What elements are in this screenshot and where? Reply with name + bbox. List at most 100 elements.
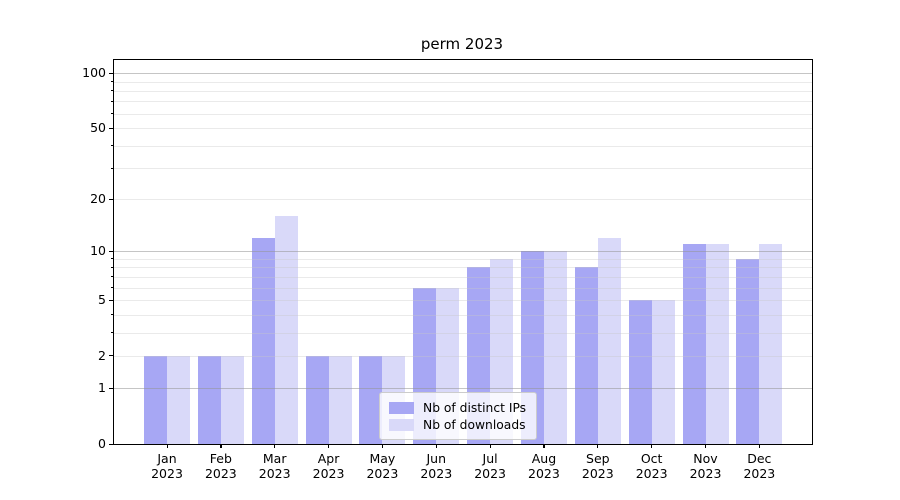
y-tick-label: 50 (90, 120, 106, 136)
gridline-minor (114, 90, 812, 92)
x-tick-mark (651, 444, 653, 448)
gridline-minor (114, 113, 812, 115)
x-tick-month: Mar (262, 451, 287, 466)
x-tick-month: Aug (531, 451, 557, 466)
x-tick-month: Jul (482, 451, 498, 466)
x-tick-label: Nov 2023 (674, 451, 738, 481)
y-minor-tick-mark (111, 266, 114, 268)
x-tick-mark (274, 444, 276, 448)
y-minor-tick-mark (111, 100, 114, 102)
gridline-major (114, 251, 812, 253)
y-minor-tick-mark (111, 355, 114, 357)
x-tick-month: Jan (157, 451, 177, 466)
gridline-minor (114, 332, 812, 334)
x-tick-month: Apr (317, 451, 340, 466)
y-minor-tick-mark (111, 81, 114, 83)
y-minor-tick-mark (111, 258, 114, 260)
bar-downloads (597, 237, 621, 444)
bar-distinct-ips (144, 355, 167, 444)
gridline-minor (114, 128, 812, 130)
gridline-minor (114, 199, 812, 201)
y-tick-label: 20 (90, 191, 106, 207)
legend-swatch-distinct-ips (389, 401, 414, 414)
y-minor-tick-mark (111, 145, 114, 147)
y-minor-tick-mark (111, 299, 114, 301)
x-tick-label: Dec 2023 (727, 451, 791, 481)
y-minor-tick-mark (111, 332, 114, 334)
y-minor-tick-mark (111, 113, 114, 115)
bar-distinct-ips (628, 300, 652, 444)
y-minor-tick-mark (111, 276, 114, 278)
bar-downloads (759, 244, 783, 444)
gridline-minor (114, 355, 812, 357)
x-tick-mark (543, 444, 545, 448)
y-tick-mark (109, 72, 113, 74)
gridline-minor (114, 145, 812, 147)
x-tick-month: Dec (747, 451, 772, 466)
x-tick-year: 2023 (312, 466, 345, 481)
y-tick-label: 2 (98, 347, 106, 363)
x-tick-label: Jul 2023 (458, 451, 522, 481)
x-tick-label: Oct 2023 (620, 451, 684, 481)
gridline-minor (114, 276, 812, 278)
x-tick-label: Mar 2023 (243, 451, 307, 481)
bar-downloads (328, 355, 352, 444)
x-tick-mark (381, 444, 384, 448)
x-tick-label: May 2023 (350, 451, 414, 481)
y-minor-tick-mark (111, 314, 114, 316)
x-tick-mark (489, 444, 491, 448)
y-tick-mark (109, 250, 113, 253)
x-tick-mark (758, 444, 761, 448)
bar-downloads (651, 300, 675, 444)
gridline-minor (114, 258, 812, 260)
bar-downloads (274, 216, 298, 444)
gridline-major (114, 388, 812, 390)
x-tick-year: 2023 (474, 466, 506, 481)
x-tick-label: Aug 2023 (512, 451, 576, 481)
y-tick-mark (109, 387, 113, 389)
legend-label-downloads: Nb of downloads (423, 417, 526, 432)
gridline-minor (114, 287, 812, 289)
x-tick-label: Feb 2023 (189, 451, 253, 481)
gridline-minor (114, 81, 812, 83)
y-tick-label: 0 (98, 436, 106, 451)
bar-distinct-ips (574, 267, 598, 444)
bar-distinct-ips (197, 355, 221, 444)
x-tick-month: Sep (586, 451, 610, 466)
x-tick-year: 2023 (151, 466, 183, 481)
y-tick-label: 5 (98, 292, 106, 308)
x-tick-year: 2023 (366, 466, 399, 481)
y-minor-tick-mark (111, 198, 114, 200)
x-tick-year: 2023 (743, 466, 776, 481)
x-tick-mark (166, 444, 168, 448)
gridline-minor (114, 101, 812, 103)
gridline-minor (114, 267, 812, 269)
x-tick-year: 2023 (528, 466, 560, 481)
bar-downloads (220, 355, 244, 444)
x-tick-mark (328, 444, 330, 448)
y-tick-label: 100 (82, 65, 106, 81)
bar-downloads (167, 355, 190, 444)
legend-entry-downloads: Nb of downloads (389, 416, 526, 433)
legend-swatch-downloads (389, 418, 414, 431)
bar-distinct-ips (736, 259, 760, 444)
bar-distinct-ips (682, 244, 706, 444)
bar-downloads (705, 244, 729, 444)
x-tick-year: 2023 (420, 466, 453, 481)
x-tick-mark (435, 444, 437, 448)
gridline-minor (114, 314, 812, 316)
y-tick-label: 10 (90, 243, 106, 259)
y-minor-tick-mark (111, 90, 114, 92)
bar-distinct-ips (251, 237, 275, 444)
bar-distinct-ips (359, 355, 383, 444)
gridline-minor (114, 300, 812, 302)
x-tick-year: 2023 (581, 466, 614, 481)
gridline-minor (114, 168, 812, 170)
y-minor-tick-mark (111, 167, 114, 169)
x-tick-month: Nov (693, 451, 718, 466)
x-tick-mark (597, 444, 599, 448)
x-tick-mark (705, 444, 707, 448)
y-tick-mark (109, 443, 113, 445)
x-tick-label: Apr 2023 (297, 451, 361, 481)
